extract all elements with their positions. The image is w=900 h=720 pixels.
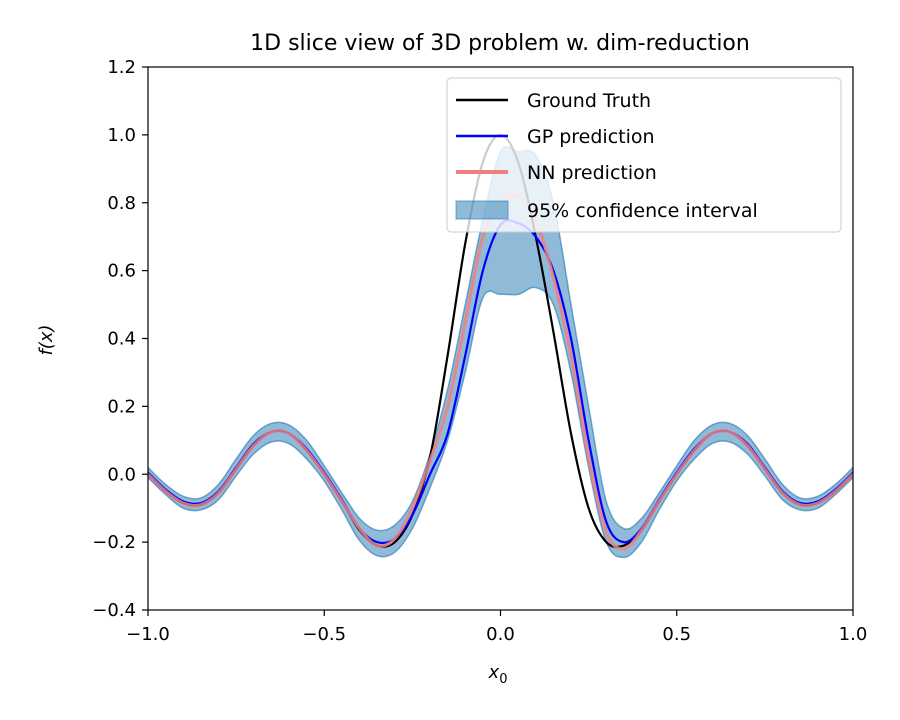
x-axis-label-main: x [488, 662, 500, 683]
x-tick-label: −0.5 [302, 624, 346, 645]
x-axis-label: x0 [488, 662, 508, 687]
y-tick-label: 1.0 [107, 125, 136, 146]
y-tick-label: −0.4 [92, 600, 136, 621]
y-tick-label: 1.2 [107, 57, 136, 78]
legend: Ground Truth GP prediction NN prediction… [446, 77, 842, 233]
y-tick-label: 0.2 [107, 396, 136, 417]
x-axis-label-subscript: 0 [499, 672, 507, 687]
y-tick-label: 0.8 [107, 193, 136, 214]
y-tick-label: 0.0 [107, 464, 136, 485]
legend-label-gp: GP prediction [527, 126, 655, 148]
x-tick-label: −1.0 [126, 624, 170, 645]
y-tick-label: 0.4 [107, 329, 136, 350]
x-tick-label: 0.0 [486, 624, 515, 645]
legend-label-ci: 95% confidence interval [527, 200, 758, 222]
legend-label-ground-truth: Ground Truth [527, 90, 651, 112]
y-tick-label: 0.6 [107, 261, 136, 282]
legend-label-nn: NN prediction [527, 162, 657, 184]
x-tick-label: 1.0 [839, 624, 868, 645]
y-tick-label: −0.2 [92, 532, 136, 553]
legend-box [446, 77, 842, 233]
chart-title: 1D slice view of 3D problem w. dim-reduc… [250, 31, 750, 56]
y-axis-label: f(x) [36, 324, 57, 355]
axis-ticks: −1.0 −0.5 0.0 0.5 1.0 −0.4 −0.2 0.0 0.2 0.4 0.6 0.8… [92, 57, 867, 645]
x-tick-label: 0.5 [662, 624, 691, 645]
legend-swatch-ci [455, 200, 509, 220]
